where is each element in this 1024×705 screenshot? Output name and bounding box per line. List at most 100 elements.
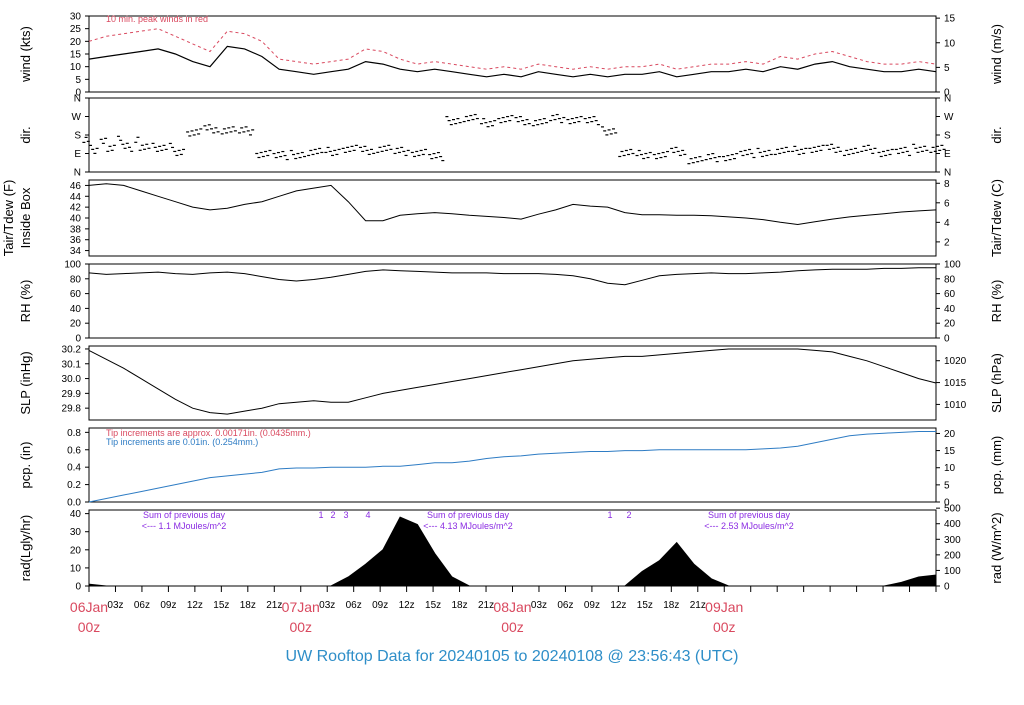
pcp-annotation-red: Tip increments are approx. 0.00171in. (0…	[106, 428, 311, 438]
xtick-hour-label: 06z	[557, 600, 573, 611]
ytick-label-right: N	[944, 94, 951, 105]
rad-marker: 3	[343, 510, 348, 520]
xtick-day-label: 08Jan	[493, 599, 531, 615]
ytick-label-left: 5	[75, 75, 81, 86]
xtick-day-hour-label: 00z	[501, 619, 524, 635]
slp-line	[88, 348, 937, 415]
ylabel-right-wind: wind (m/s)	[989, 24, 1004, 85]
ytick-label-left: 20	[70, 37, 82, 48]
ytick-label-right: 100	[944, 260, 961, 271]
ytick-label-right: 500	[944, 504, 961, 515]
ytick-label-right: 400	[944, 519, 961, 530]
ylabel-left-temp: Tair/Tdew (F)	[1, 180, 16, 257]
ytick-label-right: W	[944, 112, 954, 123]
chart-footer-title: UW Rooftop Data for 20240105 to 20240108…	[285, 648, 739, 665]
ylabel-right-pcp: pcp. (mm)	[989, 436, 1004, 495]
ytick-label-right: 5	[944, 63, 950, 74]
temp-line	[88, 183, 937, 226]
panel-rad: rad(Lgly/hr) rad (W/m^2)01020304001002003…	[18, 504, 1004, 593]
ytick-label-right: 6	[944, 198, 950, 209]
xtick-day-hour-label: 00z	[289, 619, 312, 635]
xtick-hour-label: 06z	[346, 600, 362, 611]
ytick-label-right: 300	[944, 535, 961, 546]
xtick-hour-label: 18z	[452, 600, 468, 611]
ytick-label-right: S	[944, 131, 951, 142]
pcp-line	[88, 431, 936, 503]
panel-pcp: pcp. (in) pcp. (mm) 0.0 0.2 0.4 0.6 0.8 0 5 10 15 2…	[18, 427, 1004, 509]
xtick-hour-label: 12z	[399, 600, 415, 611]
rad-annotation-line1: Sum of previous day	[143, 510, 226, 520]
ytick-label-right: 60	[944, 289, 956, 300]
ytick-label-left: S	[74, 131, 81, 142]
ytick-label-left: 0.4	[67, 463, 81, 474]
panel-temp: Tair/Tdew (F) Inside Box Tair/Tdew (C) 3436…	[1, 179, 1004, 257]
ytick-label-left: 38	[70, 224, 82, 235]
ytick-label-left: 100	[64, 260, 81, 271]
ylabel-right-temp: Tair/Tdew (C)	[989, 179, 1004, 257]
ytick-label-left: 29.8	[62, 404, 82, 415]
xtick-day-label: 06Jan	[70, 599, 108, 615]
ytick-label-left: 25	[70, 24, 82, 35]
ytick-label-left: 60	[70, 289, 82, 300]
rad-annotation-line2: <--- 4.13 MJoules/m^2	[423, 521, 513, 531]
ytick-label-right: 2	[944, 237, 950, 248]
ytick-label-left: 0	[75, 334, 81, 345]
rad-annotation-line2: <--- 2.53 MJoules/m^2	[704, 521, 794, 531]
ytick-label-left: 30.1	[62, 359, 82, 370]
ylabel-right-dir: dir.	[989, 126, 1004, 143]
panel-wind: wind (kts) wind (m/s)05101520253005101510…	[18, 12, 1004, 99]
ytick-label-left: 20	[70, 545, 82, 556]
ytick-label-left: E	[74, 149, 81, 160]
ylabel-left-wind: wind (kts)	[18, 26, 33, 83]
ytick-label-right: 1010	[944, 400, 967, 411]
xtick-hour-label: 21z	[478, 600, 494, 611]
ytick-label-left: 10	[70, 62, 82, 73]
panel-slp: SLP (inHg) SLP (hPa) 29.8 29.9 30.0 30.1 30.2 1…	[18, 344, 1004, 421]
ytick-label-right: 80	[944, 274, 956, 285]
ylabel-left-rad: rad(Lgly/hr)	[18, 515, 33, 581]
ytick-label-left: 42	[70, 203, 82, 214]
xtick-hour-label: 03z	[531, 600, 547, 611]
panel-frame-pcp	[88, 427, 937, 503]
xtick-hour-label: 12z	[610, 600, 626, 611]
rh-line	[88, 267, 936, 286]
ytick-label-right: 8	[944, 179, 950, 190]
wind-mean-line	[88, 45, 937, 78]
xtick-hour-label: 06z	[134, 600, 150, 611]
rad-annotation-line1: Sum of previous day	[427, 510, 510, 520]
xtick-hour-label: 09z	[372, 600, 388, 611]
ytick-label-left: 30	[70, 12, 82, 23]
ylabel-left-rh: RH (%)	[18, 280, 33, 323]
ytick-label-right: 15	[944, 14, 956, 25]
xtick-day-hour-label: 00z	[713, 619, 736, 635]
ytick-label-right: 0	[944, 498, 950, 509]
ytick-label-left: 30	[70, 527, 82, 538]
ytick-label-left: 36	[70, 235, 82, 246]
panel-frame-dir	[88, 97, 937, 173]
ytick-label-left: 15	[70, 50, 82, 61]
ytick-label-left: 80	[70, 274, 82, 285]
ytick-label-right: 20	[944, 429, 956, 440]
ytick-label-left: 10	[70, 563, 82, 574]
ylabel-left-pcp: pcp. (in)	[18, 442, 33, 489]
ytick-label-right: 0	[944, 582, 950, 593]
xtick-hour-label: 12z	[187, 600, 203, 611]
wind-annotation: 10 min. peak winds in red	[106, 14, 208, 24]
ytick-label-right: 100	[944, 566, 961, 577]
rad-annotation-line2: <--- 1.1 MJoules/m^2	[142, 521, 227, 531]
xtick-day-hour-label: 00z	[78, 619, 101, 635]
ytick-label-left: N	[74, 94, 81, 105]
ylabel-right-rad: rad (W/m^2)	[989, 512, 1004, 583]
rad-marker: 4	[365, 510, 370, 520]
rad-marker: 2	[330, 510, 335, 520]
ytick-label-right: 10	[944, 463, 956, 474]
ytick-label-left: 44	[70, 192, 82, 203]
xtick-hour-label: 09z	[584, 600, 600, 611]
x-axis: 03z 06z 09z 12z 15z 18z 21z 03z 06z 09z 12z 15z 18z 2…	[70, 586, 937, 635]
ytick-label-left: W	[72, 112, 82, 123]
rad-marker: 2	[626, 510, 631, 520]
ytick-label-right: E	[944, 149, 951, 160]
xtick-day-label: 07Jan	[282, 599, 320, 615]
rad-marker: 1	[318, 510, 323, 520]
ytick-label-right: 5	[944, 480, 950, 491]
